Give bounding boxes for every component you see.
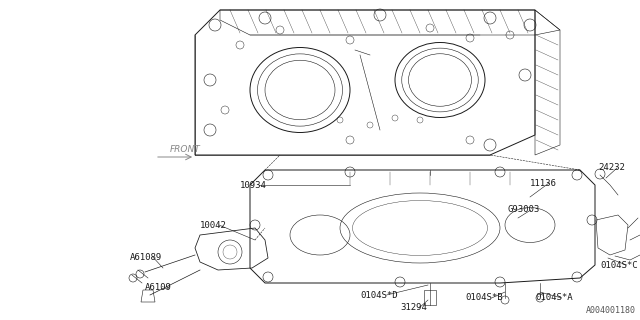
Text: 10042: 10042 [200, 220, 227, 229]
Text: FRONT: FRONT [170, 146, 200, 155]
Text: 0104S*D: 0104S*D [360, 291, 397, 300]
Text: G93003: G93003 [508, 205, 540, 214]
Text: 31294: 31294 [400, 303, 427, 313]
Text: A004001180: A004001180 [586, 306, 636, 315]
Text: 0104S*B: 0104S*B [465, 293, 502, 302]
Text: 10934: 10934 [240, 180, 267, 189]
Text: 0104S*C: 0104S*C [600, 260, 637, 269]
Text: A61089: A61089 [130, 252, 163, 261]
Text: 11136: 11136 [530, 179, 557, 188]
Text: 0104S*A: 0104S*A [535, 293, 573, 302]
Text: 24232: 24232 [598, 164, 625, 172]
Text: A6109: A6109 [145, 284, 172, 292]
